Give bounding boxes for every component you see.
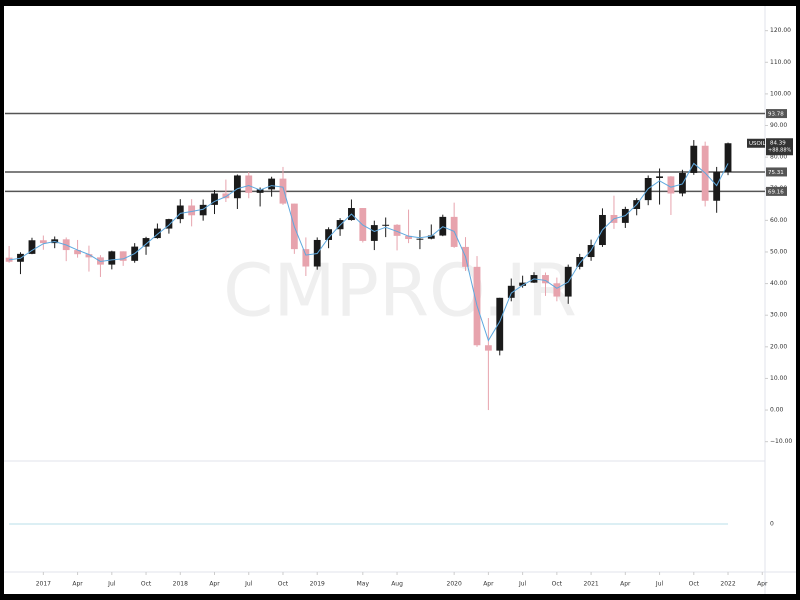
y-tick-label: 90.00 [770, 122, 787, 129]
x-tick-label: 2018 [173, 581, 188, 588]
candle-body [176, 205, 184, 220]
level-label: 93.78 [768, 112, 784, 118]
moving-average [9, 162, 729, 342]
symbol-box [747, 138, 765, 148]
candle-body [484, 345, 492, 351]
x-tick-label: Apr [72, 581, 83, 588]
y-tick-label: 40.00 [770, 280, 787, 287]
last-price-label: 84.39 [770, 141, 786, 147]
y-tick-label: 80.00 [770, 154, 787, 161]
x-tick-label: May [357, 581, 370, 588]
candle-body [496, 297, 504, 351]
change-label: +88.88% [768, 148, 792, 154]
candle-body [325, 229, 332, 240]
watermark: CMPRO.IR [223, 249, 577, 333]
y-tick-label: 110.00 [770, 59, 791, 66]
x-tick-label: Jul [107, 581, 116, 588]
candle-body [542, 275, 549, 284]
y-tick-label: 60.00 [770, 217, 787, 224]
y-tick-label: 120.00 [770, 27, 791, 34]
candle-body [256, 189, 264, 193]
x-tick-label: Oct [278, 581, 289, 588]
candle-body [268, 178, 276, 190]
x-tick-label: Oct [689, 581, 700, 588]
candle-body [713, 171, 721, 201]
candle-body [279, 178, 287, 204]
y-tick-label: 100.00 [770, 90, 791, 97]
candle-body [142, 238, 150, 247]
candle-body [165, 219, 173, 229]
candle-body [188, 205, 196, 216]
candle-body [553, 283, 561, 297]
candle-body [199, 204, 207, 216]
candle-body [393, 224, 401, 236]
x-tick-label: 2020 [447, 581, 462, 588]
chart-background [4, 6, 796, 594]
candle-body [233, 175, 241, 199]
y-tick-label: 30.00 [770, 312, 787, 319]
candle-body [405, 235, 412, 240]
candle-body [656, 176, 663, 178]
y-tick-label: 10.00 [770, 375, 787, 382]
candle-body [211, 193, 218, 205]
x-tick-label: 2017 [36, 581, 51, 588]
y-tick-label: −10.00 [770, 438, 792, 445]
x-tick-label: Apr [209, 581, 220, 588]
candle-body [416, 238, 424, 240]
indicator-tick-label: 0 [770, 521, 774, 528]
level-label: 75.31 [768, 170, 784, 176]
x-tick-label: Aug [391, 581, 403, 588]
x-tick-label: Apr [757, 581, 768, 588]
last-price-box [766, 138, 793, 156]
candle-body [39, 240, 47, 244]
x-tick-label: Apr [483, 581, 494, 588]
level-label-box [766, 186, 787, 196]
candle-body [507, 285, 515, 298]
candle-body [154, 228, 161, 239]
candle-body [302, 249, 310, 267]
x-tick-label: Jul [655, 581, 664, 588]
x-tick-label: 2021 [583, 581, 598, 588]
symbol-label: USOIL [749, 141, 766, 147]
candle-body [690, 145, 698, 173]
candle-body [119, 251, 127, 261]
level-label: 69.16 [768, 189, 784, 195]
x-tick-label: 2019 [310, 581, 325, 588]
level-label-box [766, 109, 787, 119]
candle-body [576, 257, 584, 267]
candle-body [427, 235, 435, 239]
candle-body [519, 282, 527, 286]
candle-body [28, 240, 36, 254]
candle-body [382, 224, 390, 226]
y-tick-label: 0.00 [770, 407, 784, 414]
x-tick-label: Jul [244, 581, 253, 588]
x-tick-label: Oct [552, 581, 563, 588]
x-tick-label: Oct [141, 581, 152, 588]
x-tick-label: Apr [620, 581, 631, 588]
candle-body [245, 175, 253, 193]
y-tick-label: 50.00 [770, 248, 787, 255]
candle-body [85, 254, 93, 258]
x-tick-label: Jul [518, 581, 527, 588]
y-tick-label: 20.00 [770, 343, 787, 350]
candle-body [370, 225, 378, 241]
level-label-box [766, 167, 787, 177]
candle-body [74, 250, 81, 255]
candle-body [222, 193, 230, 199]
candle-body [724, 143, 732, 172]
x-tick-label: 2022 [720, 581, 735, 588]
candle-body [108, 251, 116, 265]
candle-body [667, 176, 675, 194]
